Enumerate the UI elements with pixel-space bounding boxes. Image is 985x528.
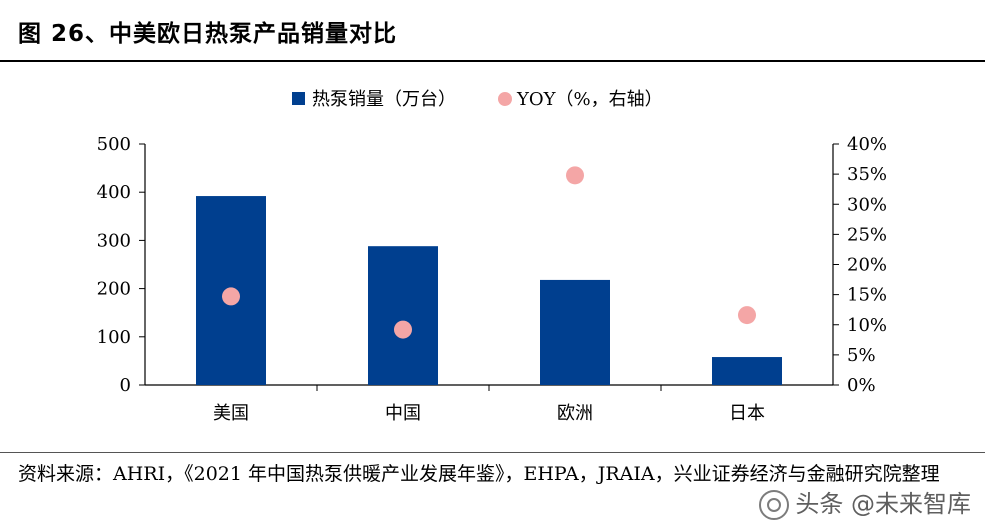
x-tick-label: 中国 (385, 403, 421, 424)
y-left-tick-label: 100 (97, 327, 131, 348)
yoy-point-0 (222, 287, 240, 306)
x-tick-label: 日本 (729, 403, 765, 424)
watermark-text: 头条 @未来智库 (795, 490, 971, 518)
y-right-tick-label: 15% (847, 285, 887, 306)
chart: 热泵销量（万台） YOY（%，右轴） 0 100 200 300 400 500 0% 5% 1… (97, 89, 887, 424)
yoy-point-1 (394, 320, 412, 339)
y-right-tick-label: 40% (847, 134, 887, 155)
legend-dot-label: YOY（%，右轴） (516, 89, 663, 110)
legend-dot-swatch (498, 92, 512, 106)
watermark: 头条 @未来智库 (759, 484, 971, 520)
y-right-tick-label: 10% (847, 315, 887, 336)
x-tick-label: 欧洲 (557, 403, 593, 424)
bar-1 (368, 246, 438, 385)
title-divider (0, 60, 985, 62)
y-left-tick-label: 500 (97, 134, 131, 155)
bar-3 (712, 357, 782, 385)
y-right-tick-label: 30% (847, 194, 887, 215)
x-tick-label: 美国 (213, 403, 249, 424)
legend-bar-swatch (292, 92, 305, 105)
yoy-point-2 (566, 166, 584, 185)
legend: 热泵销量（万台） YOY（%，右轴） (292, 89, 663, 110)
y-left-tick-label: 0 (120, 375, 131, 396)
y-right-tick-label: 5% (847, 345, 876, 366)
yoy-point-3 (738, 306, 756, 325)
y-right-tick-label: 35% (847, 164, 887, 185)
legend-bar-label: 热泵销量（万台） (312, 89, 456, 110)
watermark-logo-icon (759, 490, 790, 520)
y-left-tick-label: 200 (97, 279, 131, 300)
source-note: 资料来源：AHRI，《2021 年中国热泵供暖产业发展年鉴》，EHPA，JRAI… (18, 463, 940, 485)
source-divider (0, 452, 985, 453)
x-tick-labels: 美国 中国 欧洲 日本 (213, 403, 765, 424)
chart-title: 图 26、中美欧日热泵产品销量对比 (18, 21, 398, 47)
y-right-tick-label: 20% (847, 255, 887, 276)
bar-2 (540, 279, 610, 385)
y-left-tick-label: 300 (97, 230, 131, 251)
y-right-tick-label: 0% (847, 375, 876, 396)
y-left-tick-label: 400 (97, 182, 131, 203)
y-right-tick-label: 25% (847, 224, 887, 245)
bars (196, 196, 782, 385)
yoy-points (222, 166, 756, 339)
axes: 0 100 200 300 400 500 0% 5% 10% 15% 20% 25% 30% 35% 40… (97, 134, 887, 396)
